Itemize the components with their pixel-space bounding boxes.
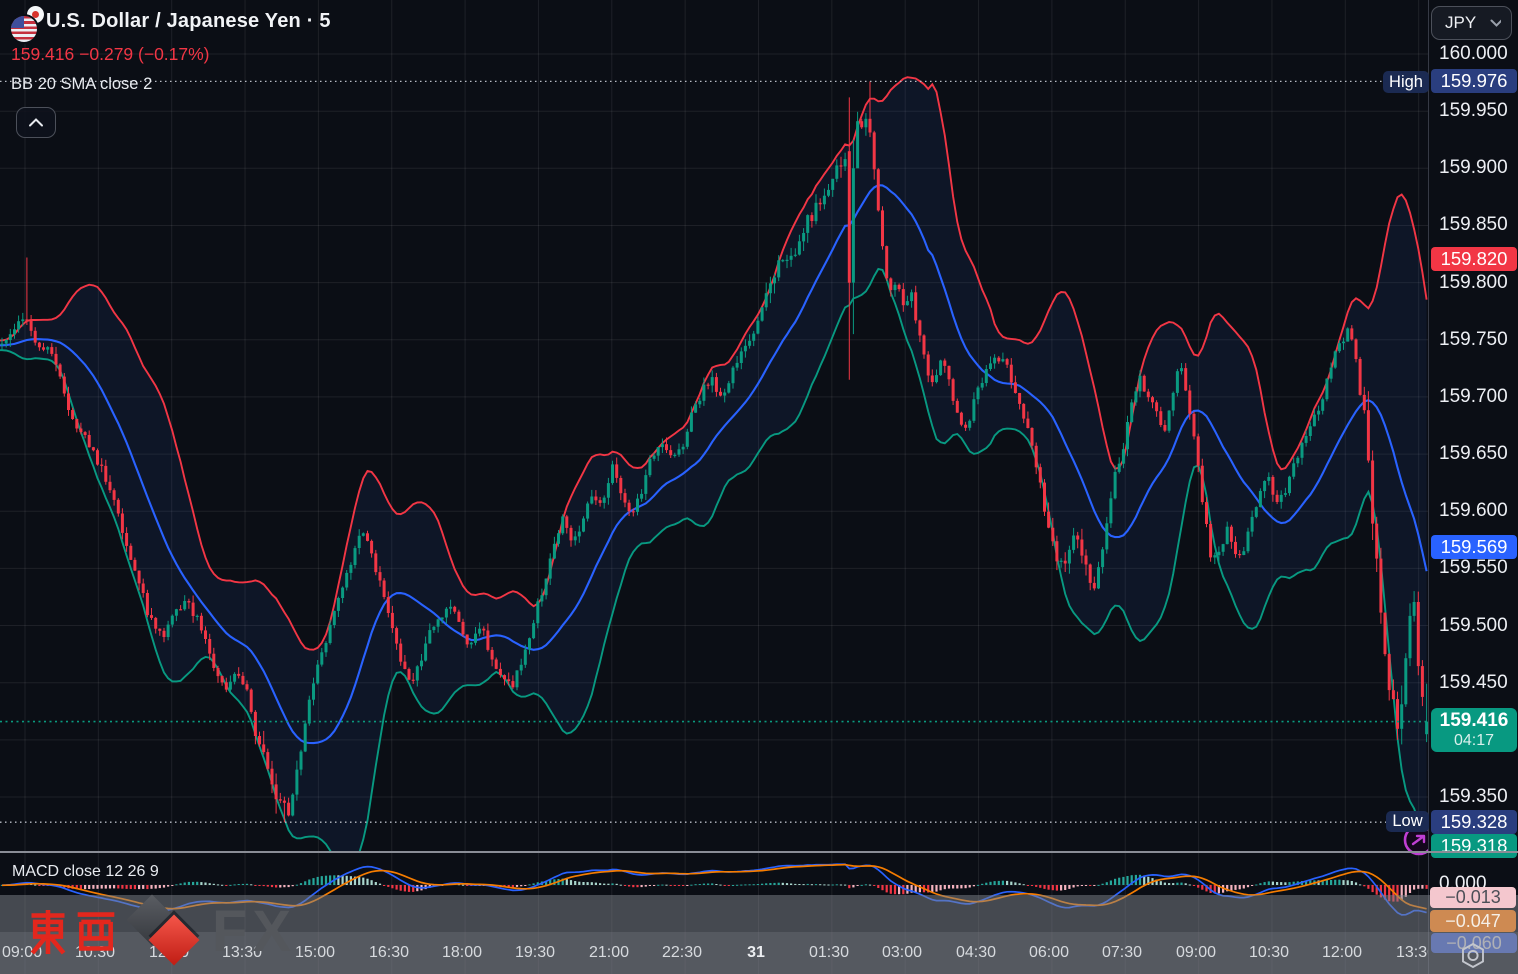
time-label: 18:00 (441, 944, 483, 961)
price-tick: 159.600 (1439, 500, 1508, 521)
currency-selector[interactable]: JPY (1431, 6, 1512, 40)
price-tick: 159.850 (1439, 214, 1508, 235)
price-change-text: 159.416 −0.279 (−0.17%) (11, 44, 210, 64)
us-flag-icon (11, 16, 37, 42)
time-label: 01:30 (808, 944, 850, 961)
bb-lower-badge: 159.318 (1431, 834, 1517, 858)
chevron-down-icon (1490, 19, 1501, 27)
price-tick: 159.650 (1439, 443, 1508, 464)
time-label: 09:00 (1175, 944, 1217, 961)
watermark-fx-text: FX (212, 899, 297, 964)
time-label: 19:30 (514, 944, 556, 961)
price-tick: 159.500 (1439, 615, 1508, 636)
time-label: 03:00 (881, 944, 923, 961)
bollinger-indicator-label[interactable]: BB 20 SMA close 2 (11, 75, 153, 93)
collapse-legend-button[interactable] (16, 107, 56, 138)
low-label-badge: Low (1386, 811, 1429, 832)
time-label: 22:30 (661, 944, 703, 961)
low-price-badge: 159.328 (1431, 810, 1517, 834)
pane-separator[interactable] (0, 851, 1518, 853)
price-tick: 159.950 (1439, 100, 1508, 121)
price-tick: 159.900 (1439, 157, 1508, 178)
macd-indicator-label[interactable]: MACD close 12 26 9 (12, 863, 159, 880)
time-label: 13:30 (1395, 944, 1428, 961)
chevron-up-icon (29, 118, 43, 127)
time-label: 07:30 (1101, 944, 1143, 961)
price-tick: 159.750 (1439, 329, 1508, 350)
currency-selector-value: JPY (1445, 13, 1477, 32)
high-price-badge: 159.976 (1431, 69, 1517, 93)
macd-histogram-badge: −0.013 (1430, 887, 1516, 908)
chart-settings-icon[interactable] (1455, 941, 1491, 973)
kanji-higashi-icon (30, 910, 66, 955)
time-label: 21:00 (588, 944, 630, 961)
bb-upper-badge: 159.820 (1431, 247, 1517, 271)
time-label: 16:30 (368, 944, 410, 961)
time-label: 15:00 (294, 944, 336, 961)
time-label: 04:30 (955, 944, 997, 961)
watermark-kanji (26, 906, 118, 958)
macd-signal-badge: −0.047 (1430, 910, 1516, 932)
watermark-diamond-logo (126, 894, 204, 968)
price-tick: 159.550 (1439, 557, 1508, 578)
time-label: 12:00 (1321, 944, 1363, 961)
time-label: 31 (747, 944, 765, 961)
time-label: 06:00 (1028, 944, 1070, 961)
bar-countdown: 04:17 (1453, 731, 1495, 749)
time-label: 10:30 (1248, 944, 1290, 961)
symbol-flag-icon (8, 5, 48, 43)
kanji-nishi-icon (77, 912, 115, 951)
price-tick: 160.000 (1439, 43, 1508, 64)
last-price-badge: 159.416 04:17 (1431, 708, 1517, 752)
high-label-badge: High (1383, 71, 1429, 93)
price-tick: 159.450 (1439, 672, 1508, 693)
price-tick: 159.700 (1439, 386, 1508, 407)
price-axis[interactable]: 159.976 159.820 159.569 159.416 04:17 15… (1428, 0, 1518, 974)
price-tick: 159.800 (1439, 272, 1508, 293)
price-tick: 159.350 (1439, 786, 1508, 807)
bb-basis-badge: 159.569 (1431, 535, 1517, 559)
broker-watermark: FX (26, 894, 297, 968)
symbol-title[interactable]: U.S. Dollar / Japanese Yen · 5 (46, 10, 331, 32)
